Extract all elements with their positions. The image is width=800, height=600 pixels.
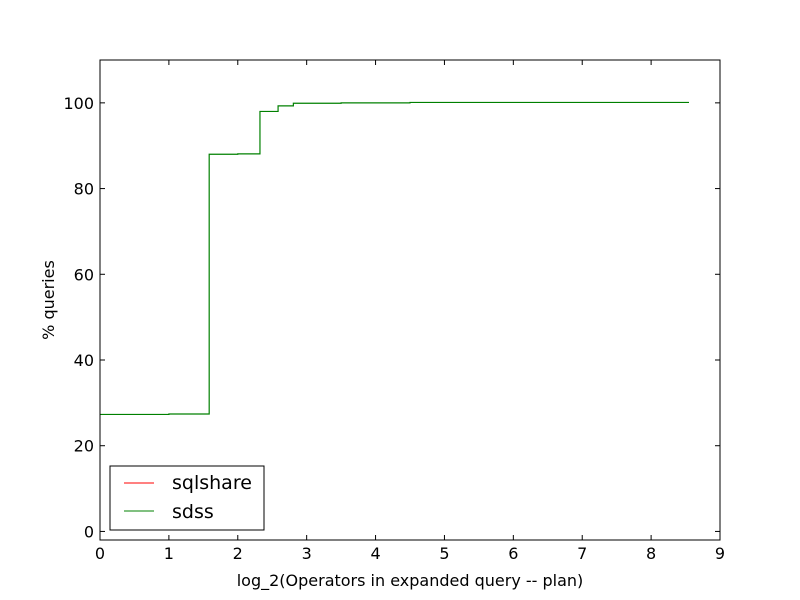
series-line-sdss (100, 101, 689, 416)
x-tick-label: 5 (439, 544, 449, 563)
x-tick-label: 6 (508, 544, 518, 563)
x-tick-label: 7 (577, 544, 587, 563)
x-tick-label: 3 (302, 544, 312, 563)
legend-label-sdss: sdss (172, 501, 214, 523)
legend-label-sqlshare: sqlshare (172, 472, 252, 494)
legend: sqlshare sdss (109, 465, 265, 531)
y-tick-label: 80 (74, 180, 94, 199)
tick-layer: 0 1 2 3 4 5 6 7 8 9 0 20 40 60 80 100 (63, 60, 725, 563)
x-tick-label: 8 (646, 544, 656, 563)
x-tick-label: 2 (233, 544, 243, 563)
legend-box (109, 465, 265, 531)
y-tick-label: 0 (84, 522, 94, 541)
x-tick-label: 1 (164, 544, 174, 563)
plot-frame (99, 59, 721, 541)
y-tick-label: 100 (63, 94, 94, 113)
y-tick-label: 40 (74, 351, 94, 370)
x-tick-label: 9 (715, 544, 725, 563)
y-tick-label: 20 (74, 437, 94, 456)
x-tick-label: 4 (370, 544, 380, 563)
y-axis-label: % queries (39, 260, 58, 340)
y-tick-label: 60 (74, 265, 94, 284)
series-layer (100, 101, 689, 416)
x-tick-label: 0 (95, 544, 105, 563)
x-axis-label: log_2(Operators in expanded query -- pla… (237, 571, 584, 591)
